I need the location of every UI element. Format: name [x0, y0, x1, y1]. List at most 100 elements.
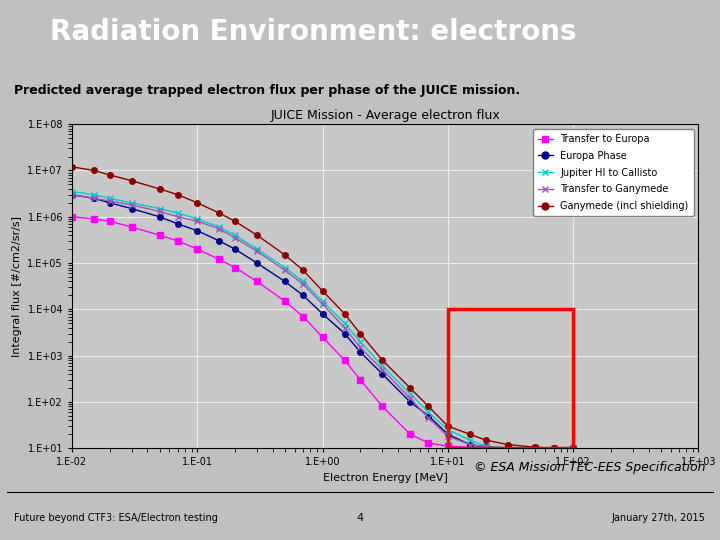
Ganymede (incl shielding): [127, 178, 136, 184]
Ganymede (incl shielding): [406, 384, 415, 391]
Transfer to Europa: [68, 213, 76, 220]
Transfer to Europa: [215, 256, 224, 262]
Text: Predicted average trapped electron flux per phase of the JUICE mission.: Predicted average trapped electron flux …: [14, 84, 521, 97]
Transfer to Europa: [378, 403, 387, 410]
Transfer to Europa: [406, 431, 415, 437]
Ganymede (incl shielding): [424, 403, 433, 410]
Jupiter HI to Callisto: [569, 445, 577, 451]
Ganymede (incl shielding): [215, 210, 224, 217]
Bar: [448, 309, 573, 448]
Jupiter HI to Callisto: [156, 205, 164, 212]
Jupiter HI to Callisto: [424, 409, 433, 415]
Europa Phase: [341, 330, 349, 337]
Jupiter HI to Callisto: [481, 443, 490, 449]
Line: Transfer to Europa: Transfer to Europa: [69, 214, 538, 451]
Jupiter HI to Callisto: [127, 200, 136, 206]
Transfer to Ganymede: [68, 192, 76, 198]
Transfer to Ganymede: [281, 267, 289, 273]
Transfer to Ganymede: [230, 235, 239, 241]
Jupiter HI to Callisto: [378, 363, 387, 369]
Europa Phase: [531, 445, 540, 451]
Europa Phase: [378, 371, 387, 377]
Title: JUICE Mission - Average electron flux: JUICE Mission - Average electron flux: [270, 109, 500, 122]
Europa Phase: [90, 195, 99, 201]
Line: Europa Phase: Europa Phase: [69, 192, 576, 451]
Transfer to Europa: [318, 334, 327, 340]
Jupiter HI to Callisto: [531, 445, 540, 451]
Jupiter HI to Callisto: [68, 188, 76, 195]
Transfer to Ganymede: [481, 443, 490, 450]
Ganymede (incl shielding): [230, 218, 239, 225]
Transfer to Europa: [127, 224, 136, 230]
Ganymede (incl shielding): [503, 441, 512, 448]
Ganymede (incl shielding): [174, 192, 182, 198]
Transfer to Ganymede: [341, 325, 349, 331]
Europa Phase: [215, 238, 224, 244]
Transfer to Europa: [230, 264, 239, 271]
Ganymede (incl shielding): [156, 186, 164, 192]
Transfer to Ganymede: [253, 248, 261, 254]
Text: January 27th, 2015: January 27th, 2015: [612, 514, 706, 523]
Europa Phase: [127, 205, 136, 212]
Transfer to Ganymede: [503, 445, 512, 451]
Transfer to Europa: [444, 443, 452, 449]
Jupiter HI to Callisto: [299, 278, 307, 285]
Line: Transfer to Ganymede: Transfer to Ganymede: [69, 192, 576, 451]
Ganymede (incl shielding): [569, 445, 577, 451]
Transfer to Ganymede: [378, 366, 387, 373]
Transfer to Ganymede: [174, 213, 182, 220]
Transfer to Ganymede: [105, 198, 114, 204]
Europa Phase: [424, 413, 433, 419]
Y-axis label: Integral flux [#/cm2/sr/s]: Integral flux [#/cm2/sr/s]: [12, 215, 22, 357]
Transfer to Europa: [424, 440, 433, 446]
Europa Phase: [156, 213, 164, 220]
Transfer to Europa: [105, 218, 114, 225]
Ganymede (incl shielding): [281, 252, 289, 258]
Text: Radiation Environment: electrons: Radiation Environment: electrons: [50, 18, 577, 45]
Transfer to Ganymede: [156, 208, 164, 215]
Transfer to Ganymede: [127, 202, 136, 208]
Transfer to Ganymede: [549, 445, 558, 451]
Ganymede (incl shielding): [549, 445, 558, 451]
Ganymede (incl shielding): [481, 437, 490, 443]
Line: Ganymede (incl shielding): Ganymede (incl shielding): [69, 164, 576, 451]
Transfer to Ganymede: [531, 445, 540, 451]
Ganymede (incl shielding): [356, 330, 364, 337]
Transfer to Europa: [503, 445, 512, 451]
Jupiter HI to Callisto: [174, 210, 182, 217]
Ganymede (incl shielding): [531, 444, 540, 450]
Ganymede (incl shielding): [378, 357, 387, 363]
Europa Phase: [481, 444, 490, 450]
Transfer to Ganymede: [215, 226, 224, 232]
Transfer to Ganymede: [356, 344, 364, 350]
Transfer to Europa: [253, 278, 261, 285]
Europa Phase: [444, 431, 452, 437]
Jupiter HI to Callisto: [230, 232, 239, 239]
Jupiter HI to Callisto: [356, 339, 364, 345]
Europa Phase: [281, 278, 289, 285]
Transfer to Ganymede: [424, 415, 433, 421]
Jupiter HI to Callisto: [444, 427, 452, 433]
Europa Phase: [174, 221, 182, 227]
Europa Phase: [406, 399, 415, 405]
Europa Phase: [253, 260, 261, 266]
Transfer to Ganymede: [193, 218, 202, 225]
Europa Phase: [569, 445, 577, 451]
Transfer to Ganymede: [406, 395, 415, 401]
Europa Phase: [466, 441, 474, 448]
Transfer to Europa: [466, 444, 474, 450]
Ganymede (incl shielding): [90, 167, 99, 174]
Text: © ESA Mission TEC-EES Specification: © ESA Mission TEC-EES Specification: [474, 461, 706, 474]
Jupiter HI to Callisto: [549, 445, 558, 451]
Europa Phase: [193, 227, 202, 234]
Jupiter HI to Callisto: [281, 264, 289, 271]
Europa Phase: [230, 246, 239, 252]
Text: 4: 4: [356, 514, 364, 523]
Ganymede (incl shielding): [253, 232, 261, 239]
Europa Phase: [503, 445, 512, 451]
Europa Phase: [299, 292, 307, 299]
X-axis label: Electron Energy [MeV]: Electron Energy [MeV]: [323, 473, 448, 483]
Europa Phase: [105, 200, 114, 206]
Transfer to Europa: [156, 232, 164, 239]
Jupiter HI to Callisto: [341, 320, 349, 327]
